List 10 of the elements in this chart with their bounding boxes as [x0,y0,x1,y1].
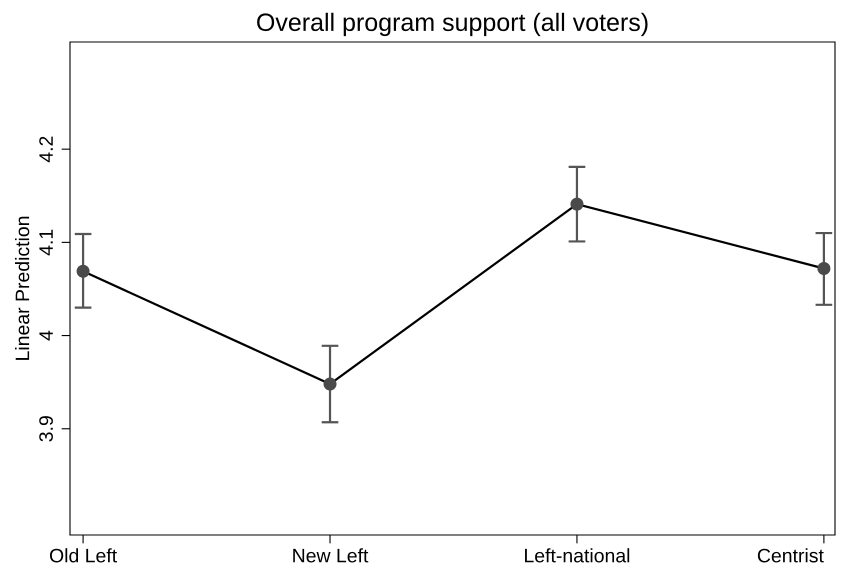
y-tick-label: 4.2 [39,136,53,162]
y-tick-label: 4.1 [39,230,53,256]
x-tick-label: Old Left [50,548,117,562]
y-tick-label: 3.9 [39,416,53,442]
x-tick-label: New Left [293,548,368,562]
x-tick-label: Left-national [525,548,630,562]
y-axis-title: Linear Prediction [15,216,30,360]
x-tick-label: Centrist [758,548,824,562]
y-tick-label: 4 [39,330,53,341]
chart-title: Overall program support (all voters) [257,12,648,36]
